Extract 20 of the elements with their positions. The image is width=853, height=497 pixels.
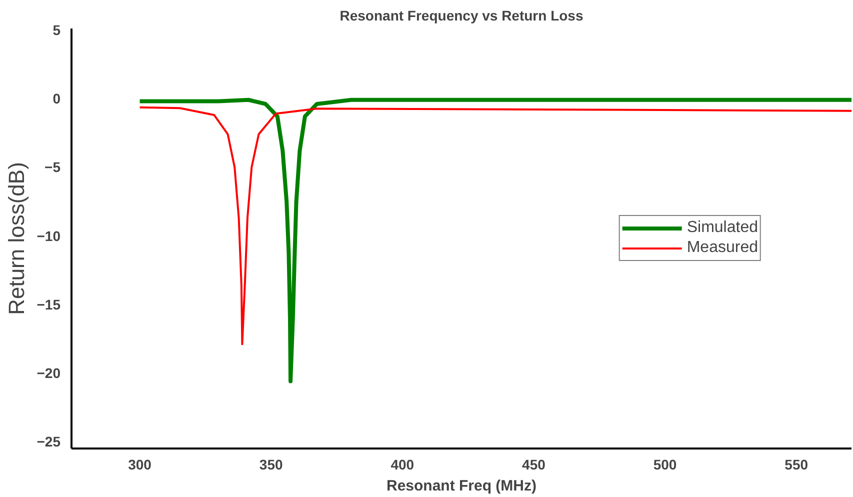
x-tick-label: 400 xyxy=(390,456,414,472)
x-tick-label: 550 xyxy=(784,456,808,472)
y-axis-title: Return loss(dB) xyxy=(4,162,29,315)
x-axis-title: Resonant Freq (MHz) xyxy=(386,478,537,494)
chart-title: Resonant Frequency vs Return Loss xyxy=(340,8,584,24)
x-tick-label: 500 xyxy=(653,456,677,472)
legend-label: Simulated xyxy=(686,219,758,237)
y-tick-label: −20 xyxy=(36,365,61,382)
y-tick-label: 0 xyxy=(52,90,61,106)
y-tick-label: −25 xyxy=(36,434,61,450)
line-series xyxy=(138,106,852,346)
y-tick-label: −15 xyxy=(36,296,61,312)
x-tick-label: 300 xyxy=(128,456,152,472)
y-tick-label: −10 xyxy=(36,228,61,244)
legend-label: Measured xyxy=(686,239,758,257)
x-tick-label: 450 xyxy=(522,456,546,472)
x-tick-label: 350 xyxy=(259,456,283,472)
line-series xyxy=(138,98,852,384)
y-tick-label: 5 xyxy=(52,22,61,38)
y-tick-label: −5 xyxy=(44,159,61,176)
